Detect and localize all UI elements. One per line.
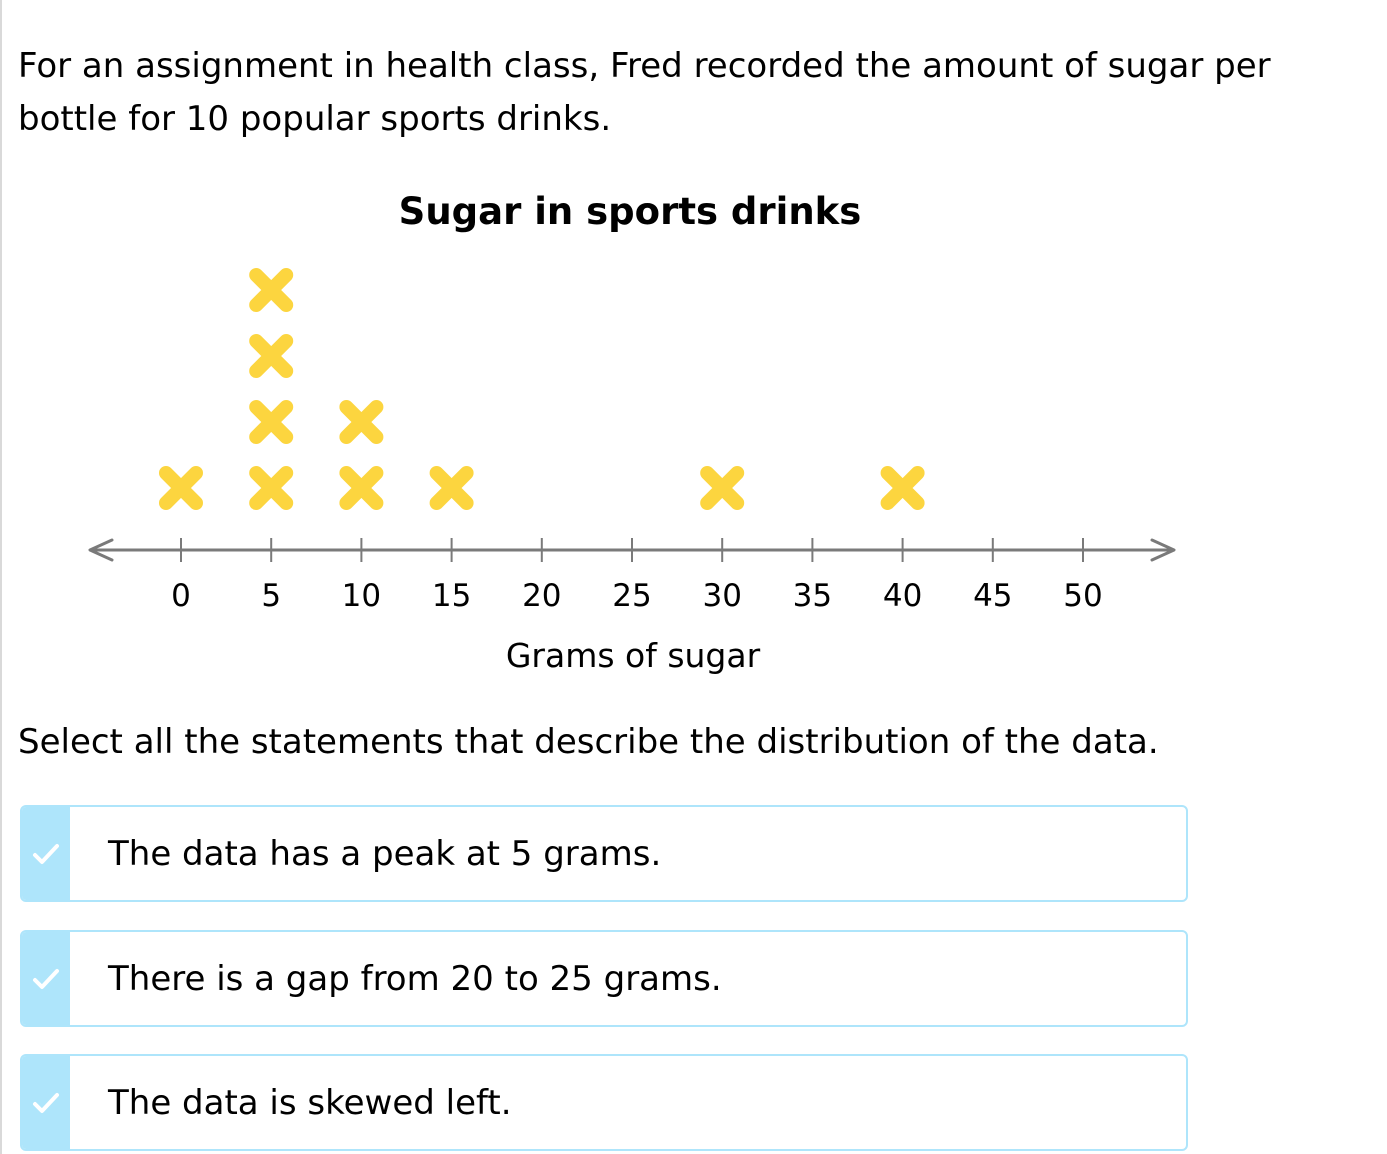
check-icon — [22, 1056, 70, 1149]
tick-label: 15 — [432, 578, 471, 614]
choice-label: The data has a peak at 5 grams. — [108, 833, 662, 874]
choice-peak-at-5[interactable]: The data has a peak at 5 grams. — [20, 805, 1188, 902]
choice-label: The data is skewed left. — [108, 1082, 512, 1123]
chart-title: Sugar in sports drinks — [398, 190, 862, 233]
tick-label: 20 — [522, 578, 561, 614]
tick-label: 45 — [973, 578, 1012, 614]
x-axis-label: Grams of sugar — [506, 636, 761, 675]
check-icon — [22, 932, 70, 1025]
left-arrow-icon — [88, 538, 114, 562]
data-point-x-icon — [339, 466, 384, 510]
right-arrow-icon — [1150, 538, 1176, 562]
instruction-text: Select all the statements that describe … — [18, 722, 1159, 762]
tick-label: 0 — [171, 578, 191, 614]
data-point-x-icon — [159, 466, 203, 510]
data-point-x-icon — [880, 466, 925, 510]
question-text: For an assignment in health class, Fred … — [18, 46, 1271, 139]
data-point-x-icon — [700, 466, 745, 510]
tick-label: 5 — [261, 578, 281, 614]
tick-label: 25 — [612, 578, 651, 614]
choice-label: There is a gap from 20 to 25 grams. — [108, 958, 722, 999]
choice-skewed-left[interactable]: The data is skewed left. — [20, 1054, 1188, 1151]
data-point-x-icon — [249, 400, 294, 444]
data-point-x-icon — [249, 334, 294, 378]
tick-label: 30 — [702, 578, 741, 614]
data-point-x-icon — [249, 466, 294, 510]
tick-label: 35 — [793, 578, 832, 614]
dot-plot: 0 5 10 15 20 25 30 35 40 45 50 Grams of sugar — [88, 268, 1176, 675]
tick-label: 40 — [883, 578, 922, 614]
tick-label: 10 — [342, 578, 381, 614]
data-point-x-icon — [339, 400, 384, 444]
tick-label: 50 — [1063, 578, 1102, 614]
check-icon — [22, 807, 70, 900]
data-point-x-icon — [249, 268, 294, 312]
left-border — [0, 0, 2, 1154]
choice-gap-20-25[interactable]: There is a gap from 20 to 25 grams. — [20, 930, 1188, 1027]
data-point-x-icon — [429, 466, 474, 510]
